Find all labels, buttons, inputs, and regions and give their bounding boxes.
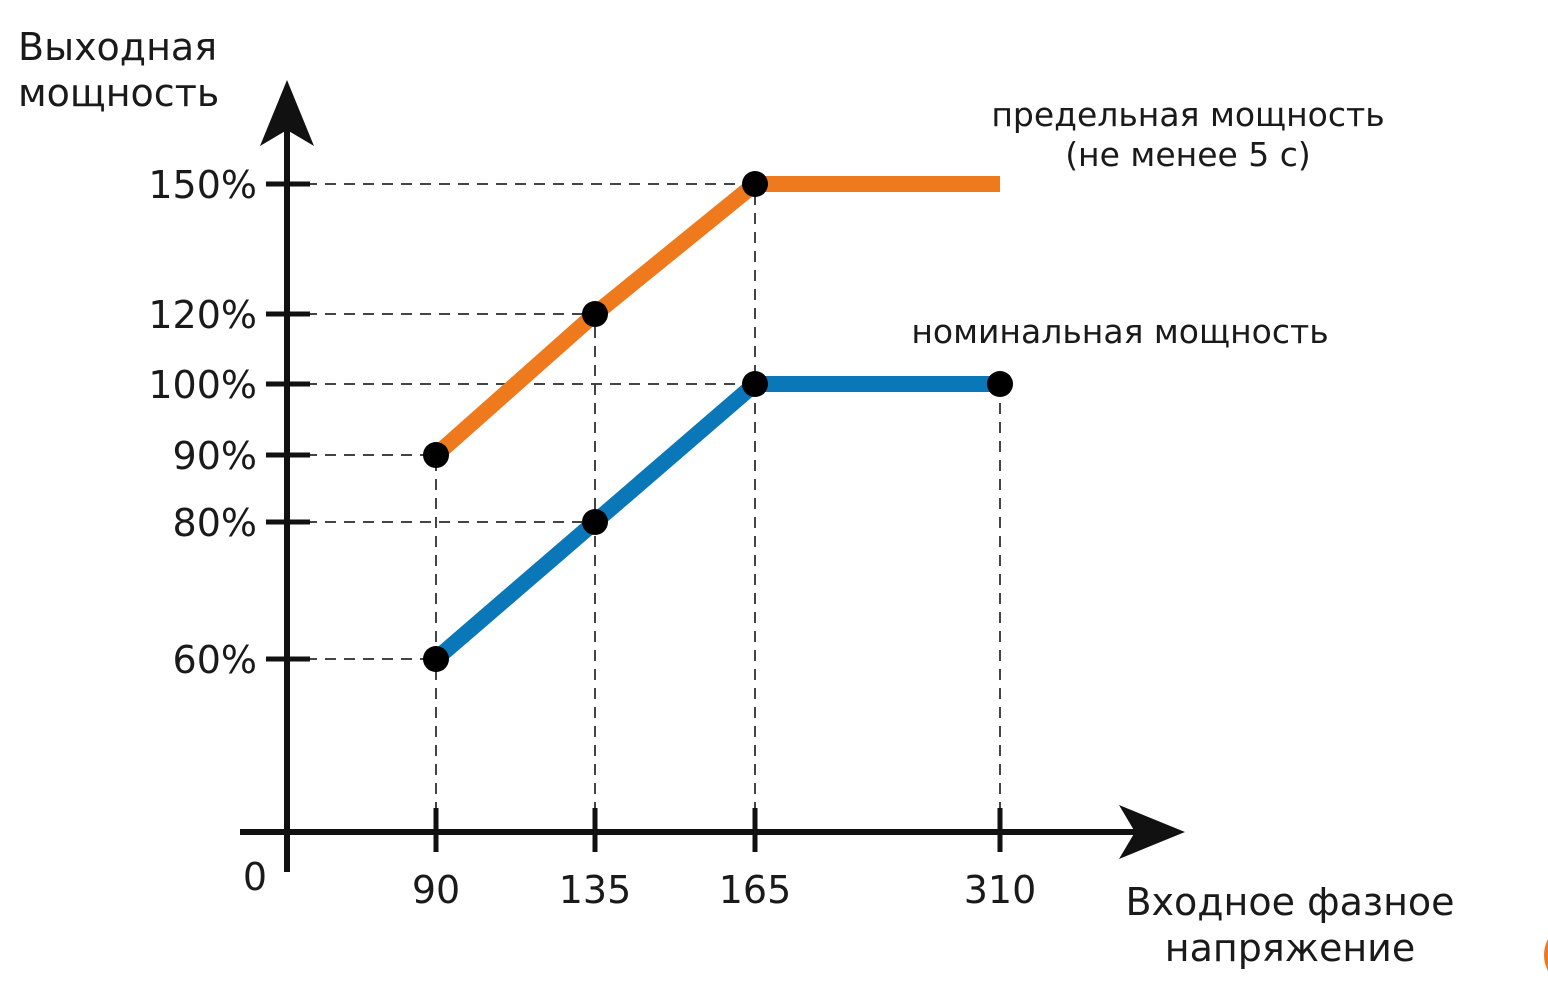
data-point-1-165 (742, 371, 768, 397)
y-axis-title: Выходная мощность (18, 25, 219, 115)
series-line-1 (430, 376, 1000, 666)
y-tick-label-120: 120% (148, 293, 257, 337)
data-point-1-310 (987, 371, 1013, 397)
data-point-1-90 (423, 646, 449, 672)
data-markers (423, 171, 1013, 672)
y-tick-label-90: 90% (173, 434, 257, 478)
series-label-1: номинальная мощность (911, 312, 1328, 351)
x-tick-label-310: 310 (964, 868, 1037, 912)
y-tick-label-80: 80% (173, 501, 257, 545)
x-axis-arrow (1119, 805, 1185, 859)
series-label-0: предельная мощность (не менее 5 с) (991, 95, 1384, 174)
y-tick-label-100: 100% (148, 363, 257, 407)
x-axis-title: Входное фазное напряжение (1125, 880, 1454, 970)
page-corner-decoration (1544, 939, 1548, 971)
guide-lines (287, 183, 1001, 832)
data-point-1-135 (582, 509, 608, 535)
data-point-0-90 (423, 442, 449, 468)
data-point-0-165 (742, 171, 768, 197)
data-point-0-135 (582, 301, 608, 327)
x-tick-label-165: 165 (719, 868, 792, 912)
axes (240, 80, 1185, 872)
series-lines (430, 176, 1000, 666)
origin-label: 0 (243, 855, 267, 899)
y-tick-label-60: 60% (173, 638, 257, 682)
y-tick-label-150: 150% (148, 163, 257, 207)
x-tick-label-90: 90 (412, 868, 460, 912)
series-line-0 (430, 176, 1000, 461)
x-tick-label-135: 135 (559, 868, 632, 912)
labels: 60% 80% 90% 100% 120% 150% 90 135 165 310 0 Выходна… (18, 25, 1455, 970)
y-axis-arrow (260, 80, 314, 146)
